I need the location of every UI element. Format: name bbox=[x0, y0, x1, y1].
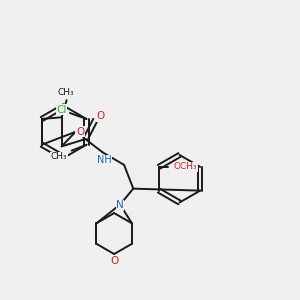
Text: CH₃: CH₃ bbox=[58, 88, 74, 98]
Text: O: O bbox=[76, 127, 84, 137]
Text: Cl: Cl bbox=[56, 105, 67, 115]
Text: CH₃: CH₃ bbox=[51, 152, 67, 161]
Text: O: O bbox=[110, 256, 118, 266]
Text: N: N bbox=[116, 200, 124, 210]
Text: NH: NH bbox=[97, 155, 111, 165]
Text: OCH₃: OCH₃ bbox=[174, 162, 197, 171]
Text: O: O bbox=[97, 111, 105, 121]
